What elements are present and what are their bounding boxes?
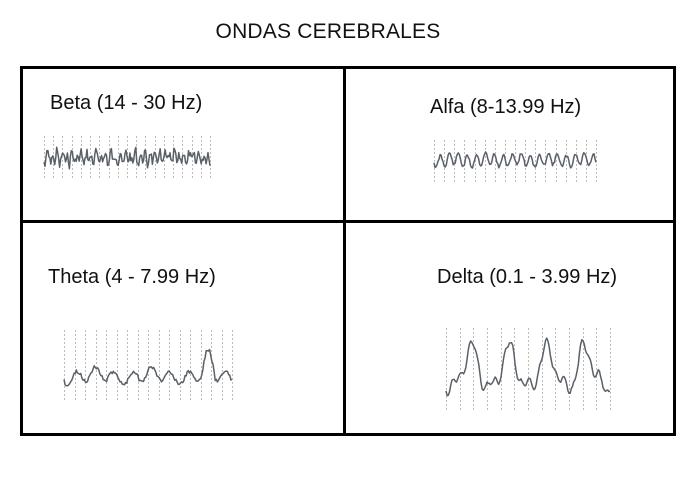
wave-trace bbox=[63, 348, 233, 387]
grid-divider-horizontal bbox=[23, 220, 673, 223]
beta-wave bbox=[43, 136, 211, 180]
grid-divider-vertical bbox=[343, 69, 346, 433]
alfa-label: Alfa (8-13.99 Hz) bbox=[430, 96, 582, 118]
delta-label: Delta (0.1 - 3.99 Hz) bbox=[437, 266, 618, 288]
wave-trace bbox=[433, 151, 597, 169]
wave-trace bbox=[445, 337, 611, 397]
beta-label: Beta (14 - 30 Hz) bbox=[50, 92, 203, 114]
alfa-wave bbox=[433, 140, 597, 182]
theta-wave bbox=[63, 330, 233, 402]
delta-wave bbox=[445, 328, 611, 412]
diagram-title: ONDAS CEREBRALES bbox=[215, 20, 441, 43]
waves-grid bbox=[20, 66, 676, 436]
wave-trace bbox=[43, 146, 211, 170]
theta-label: Theta (4 - 7.99 Hz) bbox=[48, 266, 216, 288]
